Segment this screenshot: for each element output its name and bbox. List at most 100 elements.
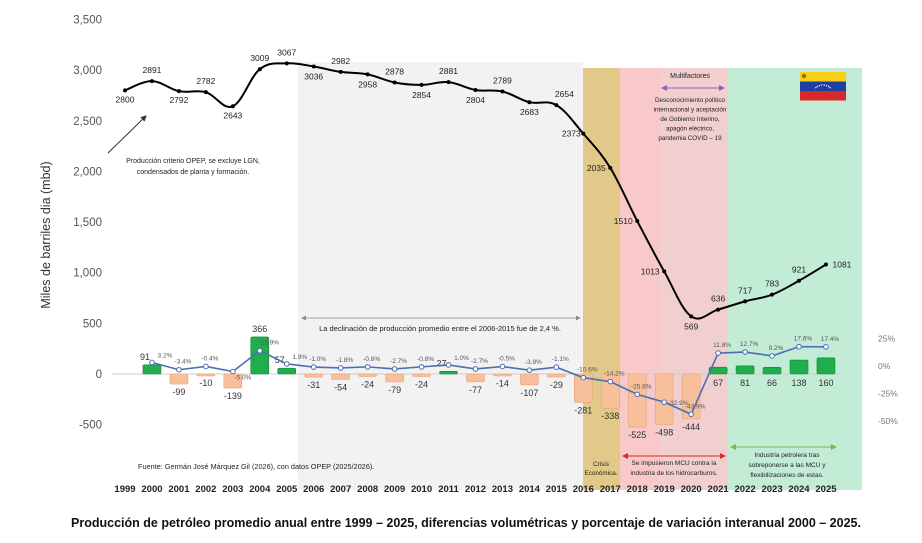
production-point-2011 bbox=[446, 80, 451, 85]
annotations: Producción criterio OPEP, se excluye LGN… bbox=[107, 72, 846, 479]
multifactores-detail-line: pandemia COVID – 19 bbox=[658, 135, 722, 142]
bar-2002 bbox=[196, 373, 216, 377]
production-label-2012: 2804 bbox=[466, 95, 485, 105]
percent-label-2020: -43.9% bbox=[685, 403, 706, 410]
multifactores-detail-line: internacional y aceptación bbox=[654, 107, 727, 114]
crisis-label-line: Económica. bbox=[585, 470, 618, 477]
bar-2007 bbox=[331, 373, 350, 380]
production-point-2024 bbox=[797, 278, 801, 283]
production-point-2025 bbox=[823, 262, 828, 267]
y-tick-label: 1,500 bbox=[73, 217, 102, 229]
y-tick-label: 2,000 bbox=[73, 166, 102, 178]
bar-label-2018: -525 bbox=[628, 430, 646, 440]
multifactores-detail-line: Desconocimiento político bbox=[655, 97, 725, 104]
y2-tick-label: -50% bbox=[878, 416, 898, 426]
production-point-2004 bbox=[257, 67, 262, 72]
flag-red-stripe bbox=[800, 91, 846, 101]
percent-label-2001: -3.4% bbox=[174, 359, 191, 366]
bar-label-2001: -99 bbox=[172, 387, 185, 397]
bar-label-2023: 66 bbox=[767, 378, 777, 388]
bar-2021 bbox=[708, 366, 728, 375]
production-label-2022: 717 bbox=[738, 285, 752, 295]
y-tick-label: 0 bbox=[96, 369, 102, 381]
x-tick-label: 2013 bbox=[492, 484, 513, 495]
bar-2023 bbox=[762, 367, 782, 375]
production-label-2004: 3009 bbox=[250, 53, 269, 63]
percent-label-2019: -32.9% bbox=[668, 400, 689, 407]
x-tick-label: 2001 bbox=[168, 484, 190, 495]
percent-label-2024: 17.6% bbox=[794, 336, 813, 343]
percent-point-2014 bbox=[526, 367, 533, 373]
multifactores-detail-line: de Gobierno Interino, bbox=[660, 116, 719, 123]
x-tick-label: 2003 bbox=[222, 484, 243, 495]
bar-2001 bbox=[169, 373, 189, 385]
production-point-1999 bbox=[123, 88, 127, 93]
production-label-2002: 2782 bbox=[196, 76, 215, 86]
production-point-2003 bbox=[230, 104, 235, 109]
percent-point-2015 bbox=[553, 364, 560, 371]
production-point-2020 bbox=[689, 314, 694, 319]
production-point-2006 bbox=[311, 64, 316, 69]
multifactores-detail-line: apagón eléctrico, bbox=[666, 126, 714, 133]
percent-point-2003 bbox=[230, 368, 236, 375]
production-label-2025: 1081 bbox=[832, 259, 851, 269]
x-tick-label: 2004 bbox=[249, 484, 271, 495]
y-tick-label: 500 bbox=[83, 318, 102, 330]
mcu-label-line: industria de los hidrocarburos. bbox=[630, 470, 717, 477]
percent-point-2009 bbox=[391, 366, 398, 372]
x-tick-label: 2012 bbox=[465, 484, 486, 495]
production-point-2010 bbox=[419, 82, 424, 87]
x-tick-label: 2019 bbox=[654, 484, 675, 495]
percent-label-2005: 1.9% bbox=[292, 354, 307, 361]
decline-note: La declinación de producción promedio en… bbox=[319, 324, 561, 333]
percent-point-2011 bbox=[445, 362, 452, 368]
x-tick-label: 2002 bbox=[195, 484, 216, 495]
bar-2017 bbox=[600, 373, 620, 409]
production-point-2000 bbox=[149, 79, 154, 84]
percent-label-2023: 9.2% bbox=[769, 345, 784, 352]
production-point-2012 bbox=[473, 87, 478, 92]
bar-label-2008: -24 bbox=[361, 379, 374, 389]
percent-label-2010: -0.8% bbox=[417, 356, 434, 363]
percent-label-2025: 17.4% bbox=[821, 336, 840, 343]
x-tick-label: 2020 bbox=[681, 484, 702, 495]
bar-2006 bbox=[304, 373, 324, 378]
opep-note-arrow bbox=[107, 115, 147, 154]
production-point-2008 bbox=[365, 72, 370, 77]
bar-2024 bbox=[789, 359, 809, 375]
bar-2012 bbox=[466, 373, 485, 383]
production-point-2007 bbox=[338, 69, 343, 74]
percent-label-2008: -0.8% bbox=[363, 356, 380, 363]
percent-label-2015: -1.1% bbox=[552, 356, 569, 363]
x-tick-label: 2021 bbox=[708, 484, 730, 495]
production-label-2000: 2891 bbox=[142, 65, 161, 75]
percent-point-2024 bbox=[796, 343, 802, 350]
y-tick-label: 1,000 bbox=[73, 268, 102, 280]
x-tick-label: 2017 bbox=[600, 484, 621, 495]
x-tick-label: 2025 bbox=[815, 484, 837, 495]
bar-label-2025: 160 bbox=[818, 378, 833, 388]
percent-point-2025 bbox=[823, 344, 829, 350]
x-tick-label: 2015 bbox=[546, 484, 568, 495]
production-label-2023: 783 bbox=[765, 279, 779, 289]
production-point-2016 bbox=[581, 131, 586, 136]
y2-tick-label: 0% bbox=[878, 361, 891, 371]
production-label-2014: 2683 bbox=[520, 107, 539, 117]
production-label-2021: 636 bbox=[711, 294, 725, 304]
source-note: Fuente: Germán José Márquez Gil (2026), … bbox=[138, 462, 374, 471]
x-tick-label: 2023 bbox=[761, 484, 782, 495]
y2-tick-label: -25% bbox=[878, 389, 898, 399]
percent-point-2010 bbox=[418, 364, 425, 370]
percent-line bbox=[151, 345, 826, 416]
bar-label-2009: -79 bbox=[388, 385, 401, 395]
production-point-2001 bbox=[176, 89, 181, 94]
production-point-2015 bbox=[554, 103, 559, 108]
recovery-label-line: Industria petrolera tras bbox=[754, 452, 820, 459]
percent-label-2011: 1.0% bbox=[454, 355, 469, 362]
flag-star-icon bbox=[825, 84, 828, 87]
flag-star-icon bbox=[815, 87, 817, 89]
flag-blue-stripe bbox=[800, 81, 846, 91]
production-point-2014 bbox=[527, 100, 532, 105]
bar-label-2024: 138 bbox=[791, 378, 806, 388]
crisis-label-line: Crisis bbox=[593, 461, 609, 468]
